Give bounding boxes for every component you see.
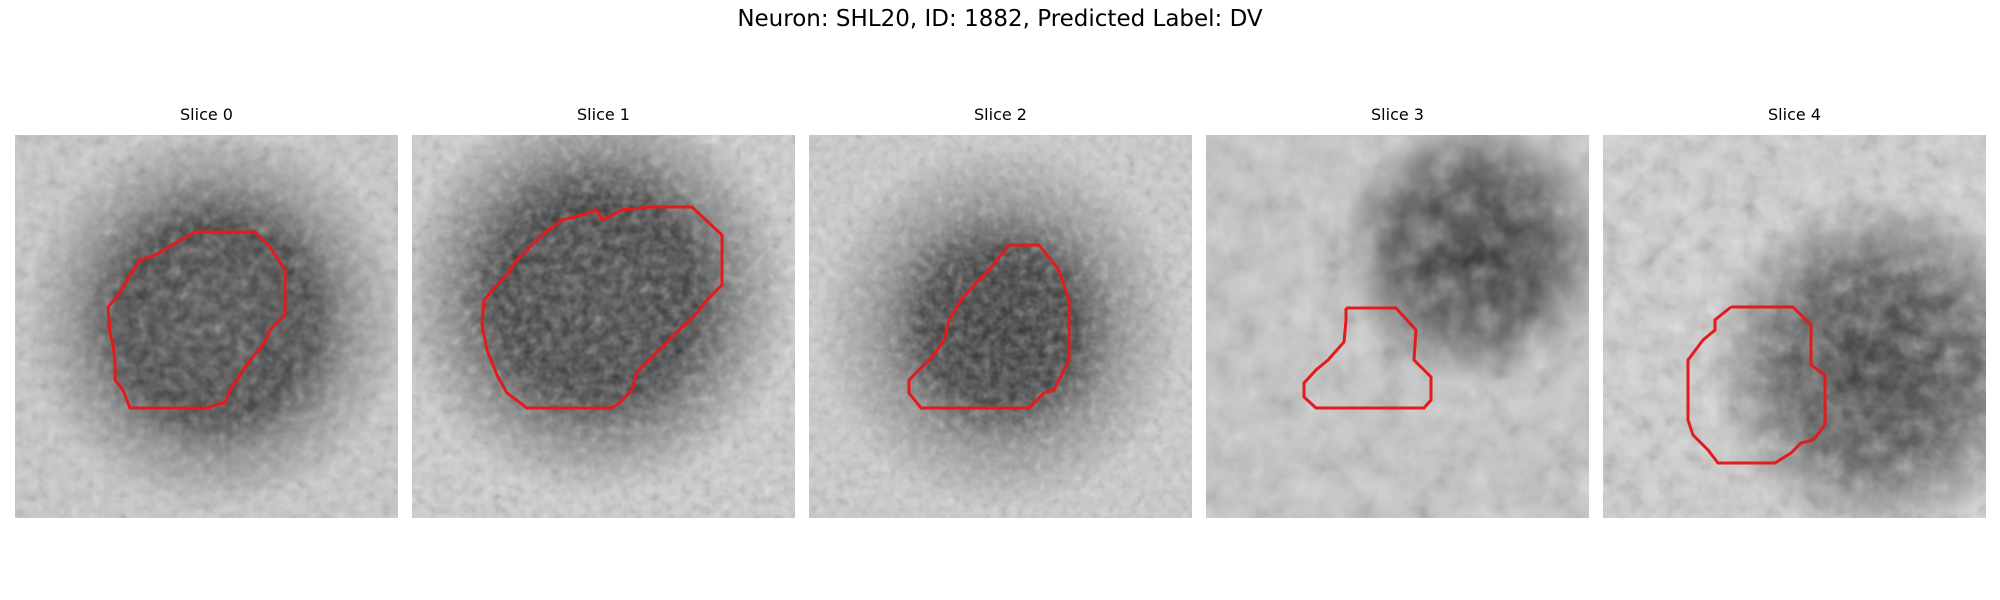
- slice-image-4: [1603, 135, 1986, 518]
- slice-title-3: Slice 3: [1371, 105, 1424, 124]
- cell-outline-2: [907, 243, 1071, 410]
- slice-title-4: Slice 4: [1768, 105, 1821, 124]
- slice-image-2: [809, 135, 1192, 518]
- slice-image-0: [15, 135, 398, 518]
- cell-outline-0: [106, 230, 287, 410]
- cell-outline-4: [1686, 305, 1827, 465]
- cell-outline-1: [480, 205, 724, 410]
- slice-title-0: Slice 0: [180, 105, 233, 124]
- cell-outline-3: [1302, 306, 1433, 410]
- slice-image-3: [1206, 135, 1589, 518]
- slice-image-1: [412, 135, 795, 518]
- slice-title-1: Slice 1: [577, 105, 630, 124]
- figure-title: Neuron: SHL20, ID: 1882, Predicted Label…: [737, 6, 1263, 32]
- slice-title-2: Slice 2: [974, 105, 1027, 124]
